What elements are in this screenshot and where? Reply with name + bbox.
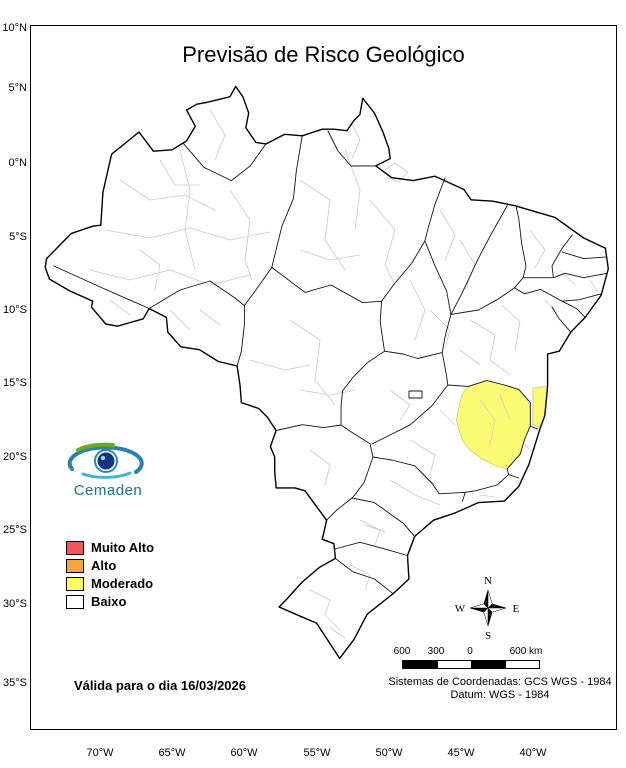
municipal-boundaries: [89, 109, 599, 639]
scale-label: 600: [393, 646, 411, 657]
brazil-outline: [44, 85, 609, 660]
lon-tick-label: 70°W: [86, 747, 114, 759]
lat-tick-label: 0°N: [8, 157, 27, 169]
lon-tick-label: 60°W: [230, 747, 258, 759]
scale-segment: [471, 661, 505, 668]
scale-segment: [504, 661, 539, 668]
state-boundaries: [53, 130, 608, 595]
lon-tick-label: 50°W: [375, 747, 403, 759]
scale-bar: 600 300 0 600 km: [394, 646, 566, 672]
page-title: Previsão de Risco Geológico: [182, 42, 465, 67]
compass-south-label: S: [485, 630, 491, 642]
scale-label: 0: [467, 646, 473, 657]
compass-rose-icon: N S W E: [455, 575, 520, 642]
brazil-map: [44, 85, 609, 660]
lat-tick-label: 30°S: [3, 598, 27, 610]
legend-item-alto: Alto: [66, 557, 154, 575]
legend-item-muito-alto: Muito Alto: [66, 539, 154, 557]
legend-swatch-moderado: [66, 577, 84, 591]
compass-north-label: N: [484, 575, 492, 587]
scale-segment: [436, 661, 471, 668]
lat-tick-label: 35°S: [3, 677, 27, 689]
compass-east-label: E: [513, 603, 520, 615]
lat-tick-label: 25°S: [3, 524, 27, 536]
lat-tick-label: 15°S: [3, 377, 27, 389]
scale-label: 600 km: [509, 646, 543, 657]
coordinate-system-line2: Datum: WGS - 1984: [450, 689, 550, 701]
legend-label: Muito Alto: [91, 540, 155, 555]
legend-label: Moderado: [91, 576, 154, 591]
coordinate-system-note: Sistemas de Coordenadas: GCS WGS - 1984 …: [380, 676, 620, 702]
legend-swatch-alto: [66, 559, 84, 573]
legend-swatch-muito-alto: [66, 541, 84, 555]
lat-tick-label: 5°S: [9, 231, 27, 243]
legend-swatch-baixo: [66, 595, 84, 609]
compass-west-label: W: [455, 603, 466, 615]
legend-item-baixo: Baixo: [66, 593, 154, 611]
cemaden-wordmark: Cemaden: [73, 482, 143, 499]
cemaden-logo-icon: [67, 442, 144, 479]
lat-tick-label: 10°N: [2, 22, 27, 34]
legend-label: Alto: [91, 558, 117, 573]
map-frame: [30, 25, 617, 730]
scale-bar-segments: [402, 660, 540, 669]
scale-segment: [403, 661, 437, 668]
lat-tick-label: 10°S: [3, 304, 27, 316]
lon-tick-label: 45°W: [447, 747, 475, 759]
scale-label: 300: [427, 646, 445, 657]
lat-tick-label: 20°S: [3, 451, 27, 463]
lon-tick-label: 40°W: [519, 747, 547, 759]
lat-tick-label: 5°N: [8, 82, 27, 94]
validity-date-note: Válida para o dia 16/03/2026: [74, 678, 246, 693]
risk-regions: [456, 380, 548, 470]
coordinate-system-line1: Sistemas de Coordenadas: GCS WGS - 1984: [388, 676, 612, 688]
legend-label: Baixo: [91, 594, 127, 609]
lon-tick-label: 65°W: [158, 747, 186, 759]
legend-item-moderado: Moderado: [66, 575, 154, 593]
lon-tick-label: 55°W: [303, 747, 331, 759]
risk-legend: Muito Alto Alto Moderado Baixo: [66, 539, 154, 611]
